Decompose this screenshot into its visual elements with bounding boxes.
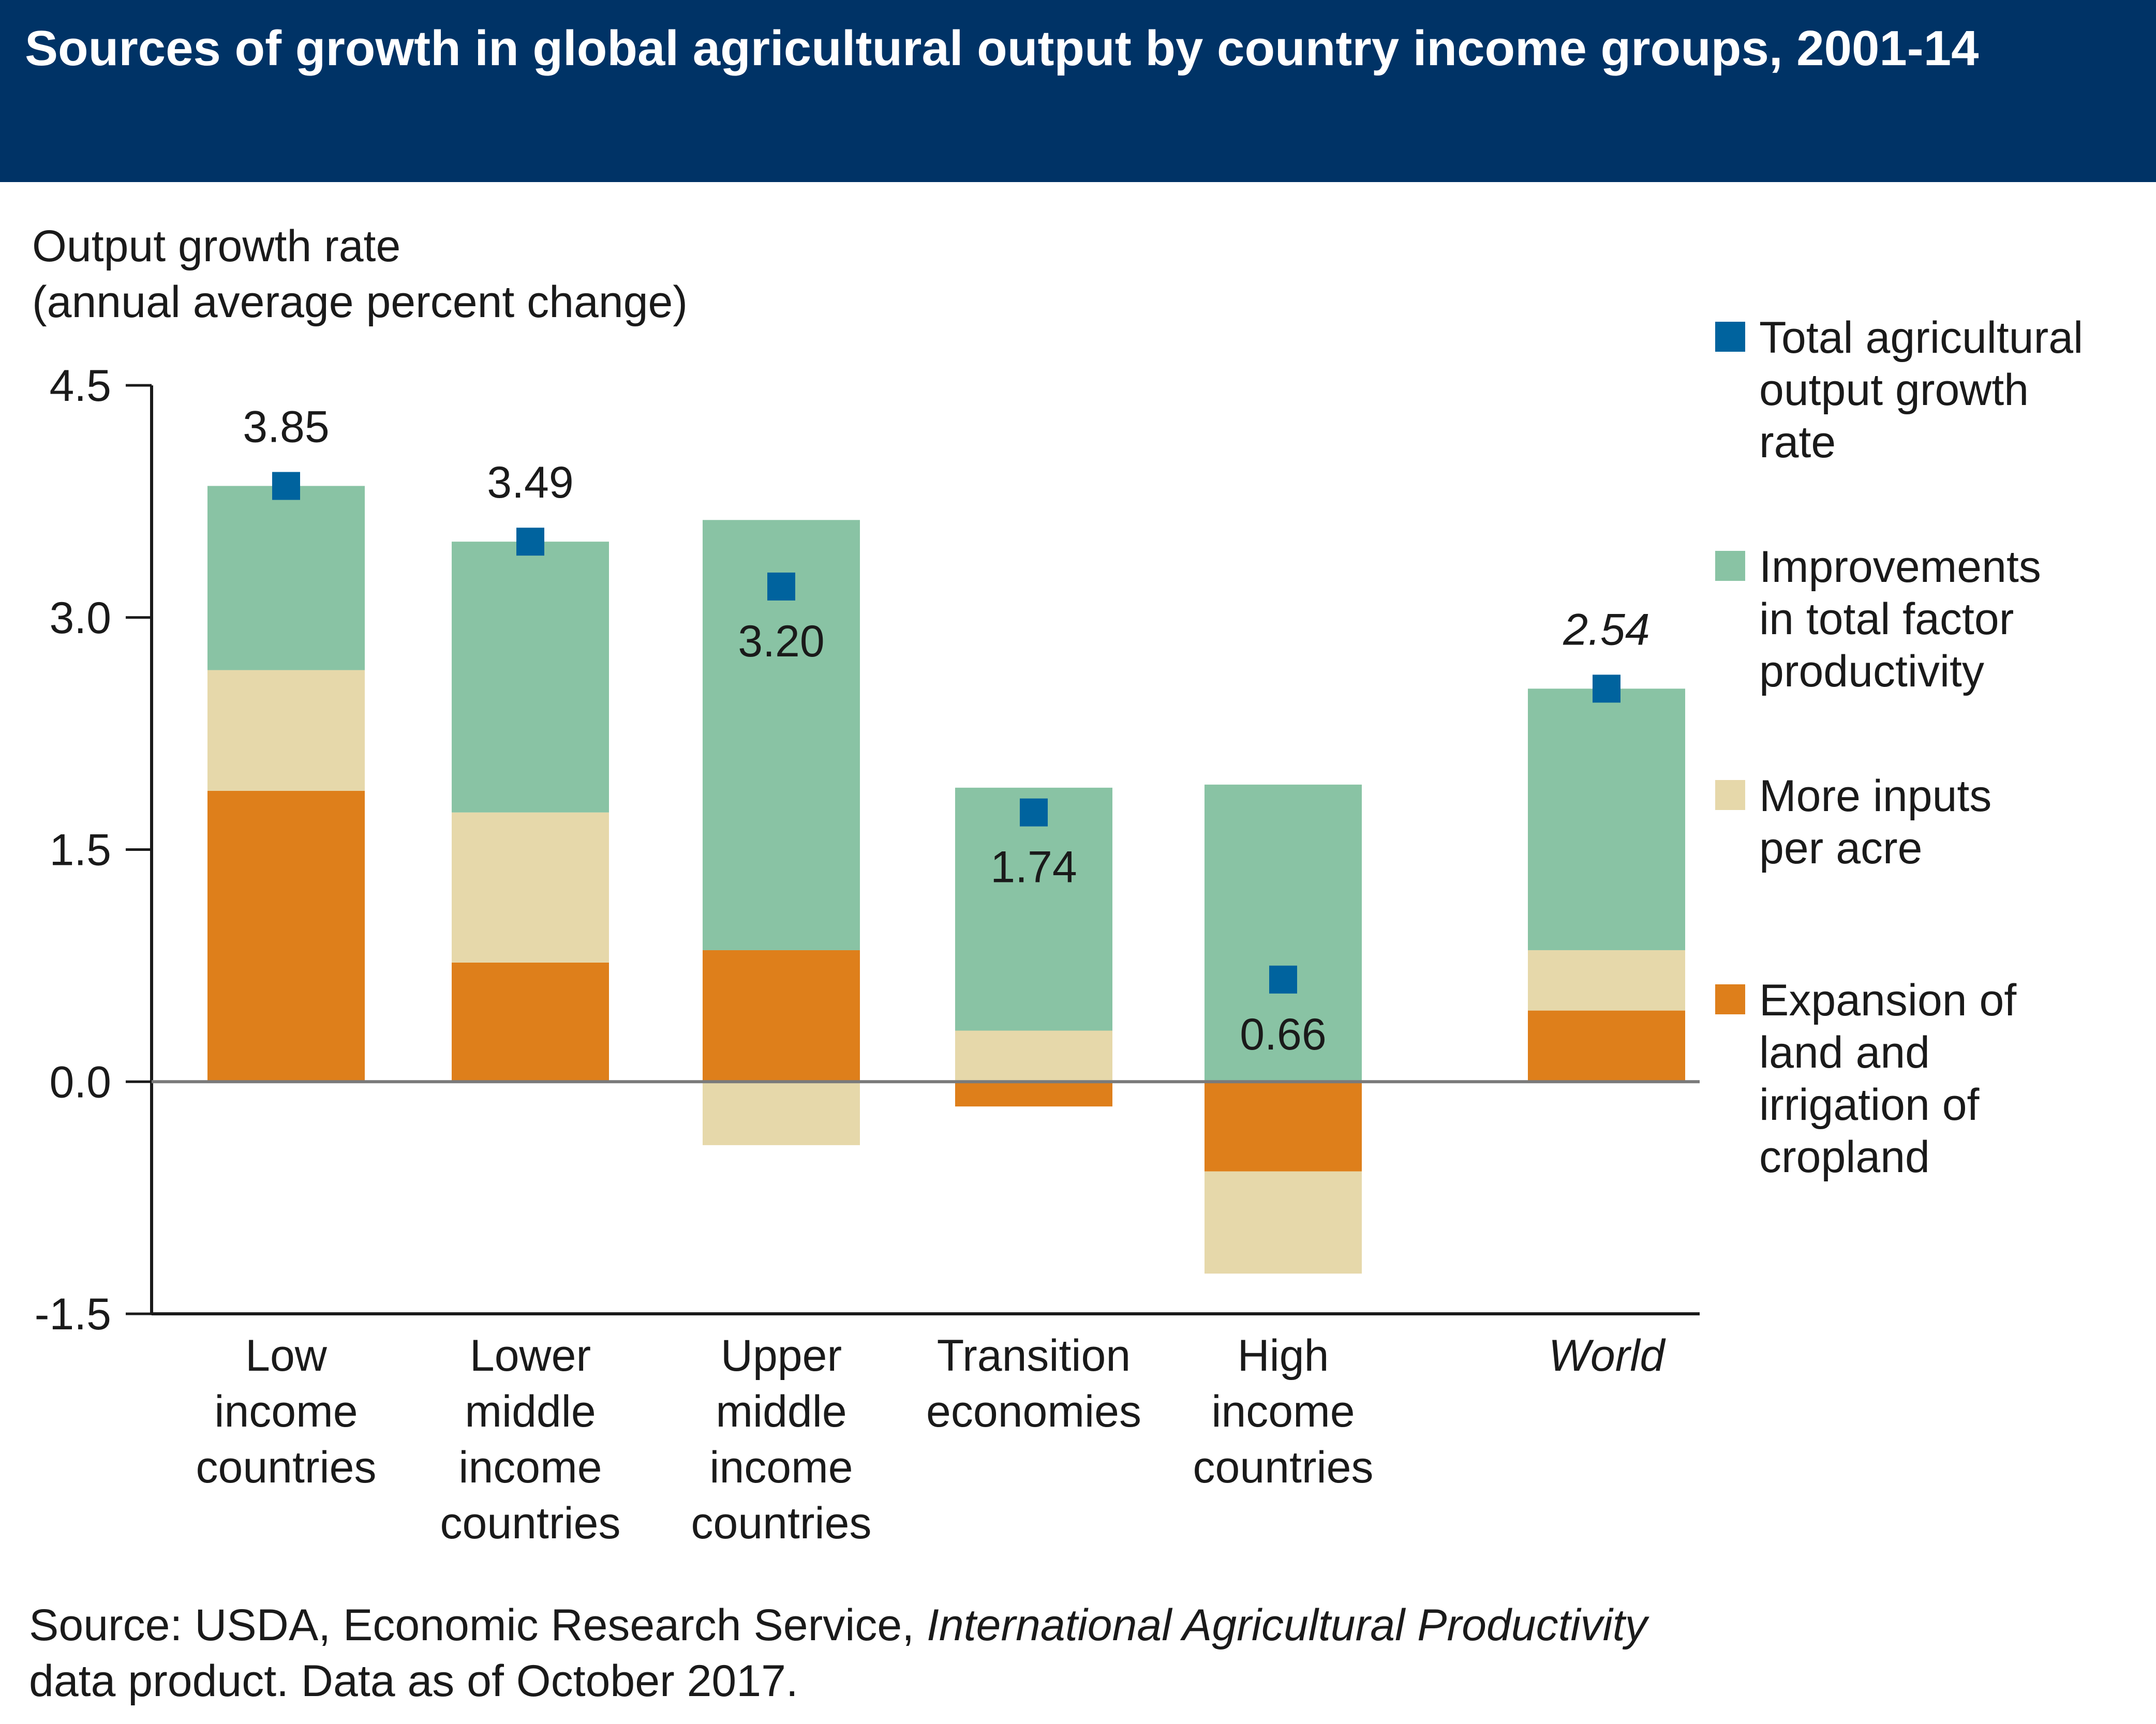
source-note: Source: USDA, Economic Research Service,… bbox=[29, 1597, 1647, 1709]
x-category-label: Low income countries bbox=[196, 1331, 377, 1492]
legend: Total agricultural output growth rate Impro… bbox=[1715, 313, 2083, 1182]
bar-segment-2-cat-6 bbox=[1528, 950, 1685, 1011]
y-tick-label: 4.5 bbox=[49, 361, 111, 411]
total-growth-marker bbox=[767, 572, 795, 601]
markers-layer bbox=[272, 472, 1620, 994]
bar-segment-1-cat-4 bbox=[955, 1082, 1112, 1107]
bar-segment-2-cat-3 bbox=[703, 1082, 860, 1145]
total-growth-marker bbox=[272, 472, 300, 500]
x-category-label: High income countries bbox=[1193, 1331, 1374, 1492]
axes-layer: 4.5 3.0 1.5 0.0 -1.5 bbox=[35, 361, 1700, 1339]
total-growth-label: 1.74 bbox=[990, 843, 1077, 892]
chart-header: Sources of growth in global agricultural… bbox=[0, 0, 2156, 182]
bar-segment-3-cat-2 bbox=[452, 542, 609, 813]
x-category-label: Lower middle income countries bbox=[440, 1331, 621, 1548]
legend-swatch bbox=[1715, 551, 1745, 581]
legend-label: Total agricultural output growth rate bbox=[1759, 313, 2083, 467]
bar-segment-1-cat-5 bbox=[1205, 1082, 1362, 1172]
total-growth-label: 3.85 bbox=[243, 402, 329, 452]
x-category-label: Transition economies bbox=[926, 1331, 1141, 1436]
y-tick-label: 0.0 bbox=[49, 1057, 111, 1107]
y-tick-label: 3.0 bbox=[49, 593, 111, 643]
y-tick-label: 1.5 bbox=[49, 826, 111, 875]
total-growth-marker bbox=[1020, 798, 1048, 827]
bar-segment-3-cat-5 bbox=[1205, 784, 1362, 1082]
labels-layer: Low income countries Lower middle income count… bbox=[196, 402, 1667, 1548]
bar-segment-2-cat-5 bbox=[1205, 1171, 1362, 1274]
y-tick-label: -1.5 bbox=[35, 1290, 111, 1339]
total-growth-label: 0.66 bbox=[1240, 1010, 1326, 1059]
total-growth-label: 3.49 bbox=[487, 458, 573, 507]
total-growth-label: 2.54 bbox=[1563, 605, 1649, 654]
bar-segment-3-cat-6 bbox=[1528, 688, 1685, 950]
total-growth-marker bbox=[1269, 965, 1297, 994]
legend-label: More inputs per acre bbox=[1759, 771, 1991, 873]
source-prefix: Source: USDA, Economic Research Service, bbox=[29, 1600, 927, 1650]
y-axis-label: Output growth rate (annual average perce… bbox=[32, 218, 688, 330]
total-growth-label: 3.20 bbox=[738, 617, 824, 666]
x-category-label: Upper middle income countries bbox=[691, 1331, 872, 1548]
source-publication: International Agricultural Productivity bbox=[927, 1600, 1647, 1650]
legend-swatch bbox=[1715, 984, 1745, 1014]
bar-segment-2-cat-2 bbox=[452, 812, 609, 963]
bar-segment-1-cat-2 bbox=[452, 962, 609, 1082]
bar-segment-1-cat-6 bbox=[1528, 1010, 1685, 1082]
bar-segment-2-cat-1 bbox=[207, 670, 365, 791]
bar-segment-1-cat-3 bbox=[703, 950, 860, 1082]
total-growth-marker bbox=[1593, 674, 1620, 703]
bar-segment-2-cat-4 bbox=[955, 1030, 1112, 1082]
y-axis-label-line1: Output growth rate bbox=[32, 221, 401, 271]
legend-label: Improvements in total factor productivity bbox=[1759, 542, 2041, 696]
bar-segment-3-cat-1 bbox=[207, 486, 365, 670]
chart-title: Sources of growth in global agricultural… bbox=[25, 21, 1979, 76]
y-axis-label-line2: (annual average percent change) bbox=[32, 277, 688, 327]
legend-swatch bbox=[1715, 780, 1745, 810]
legend-swatch bbox=[1715, 322, 1745, 352]
x-category-label: World bbox=[1549, 1331, 1667, 1381]
total-growth-marker bbox=[516, 528, 544, 556]
bars-layer bbox=[207, 486, 1685, 1274]
bar-segment-3-cat-4 bbox=[955, 787, 1112, 1031]
chart-area: 4.5 3.0 1.5 0.0 -1.5 Low income countries Lower… bbox=[35, 313, 2083, 1548]
source-line2: data product. Data as of October 2017. bbox=[29, 1656, 798, 1706]
bar-segment-1-cat-1 bbox=[207, 790, 365, 1082]
legend-label: Expansion of land and irrigation of croplan… bbox=[1759, 976, 2017, 1182]
